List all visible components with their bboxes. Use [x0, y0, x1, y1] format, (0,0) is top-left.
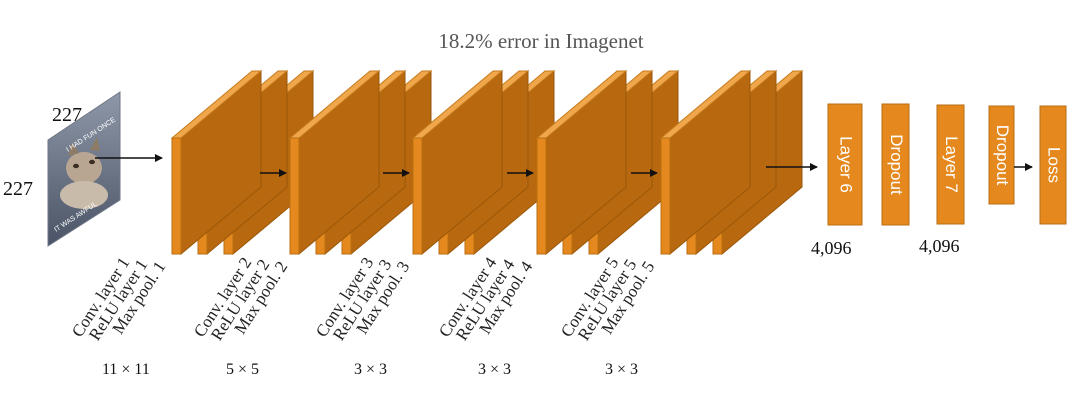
conv-group-4-kernel-size: 3 × 3 — [478, 361, 511, 378]
fc-block-dropout1: Dropout — [881, 103, 910, 226]
fc-label-layer6: Layer 6 — [837, 136, 856, 193]
conv-group-2-conv-slab — [288, 69, 381, 256]
diagram-title: 18.2% error in Imagenet — [438, 29, 643, 53]
conv-group-4-conv-slab — [535, 69, 628, 256]
input-width-label: 227 — [52, 104, 82, 126]
layer6-units: 4,096 — [811, 238, 852, 258]
input-height-label: 227 — [3, 178, 33, 200]
cat-picture — [60, 137, 108, 209]
fc-label-layer7: Layer 7 — [942, 136, 961, 193]
conv-group-1-conv-slab — [170, 69, 263, 256]
conv-group-3-conv-slab — [411, 69, 504, 256]
conv-group-5-conv-slab — [659, 69, 752, 256]
layer7-units: 4,096 — [919, 236, 960, 256]
fc-label-dropout1: Dropout — [887, 134, 906, 195]
conv-group-5-kernel-size: 3 × 3 — [605, 361, 638, 378]
fc-layers: Layer 6 Dropout Layer 7 Dropout Loss — [827, 103, 1067, 226]
conv-group-1-kernel-size: 11 × 11 — [102, 361, 150, 378]
fc-block-layer7: Layer 7 — [936, 104, 965, 225]
conv-group-2-kernel-size: 5 × 5 — [226, 361, 259, 378]
fc-block-dropout2: Dropout — [988, 105, 1015, 205]
conv-group-3-kernel-size: 3 × 3 — [354, 361, 387, 378]
fc-block-loss: Loss — [1039, 105, 1067, 225]
fc-block-layer6: Layer 6 — [827, 103, 863, 226]
fc-label-loss: Loss — [1045, 147, 1064, 183]
fc-label-dropout2: Dropout — [993, 125, 1012, 186]
